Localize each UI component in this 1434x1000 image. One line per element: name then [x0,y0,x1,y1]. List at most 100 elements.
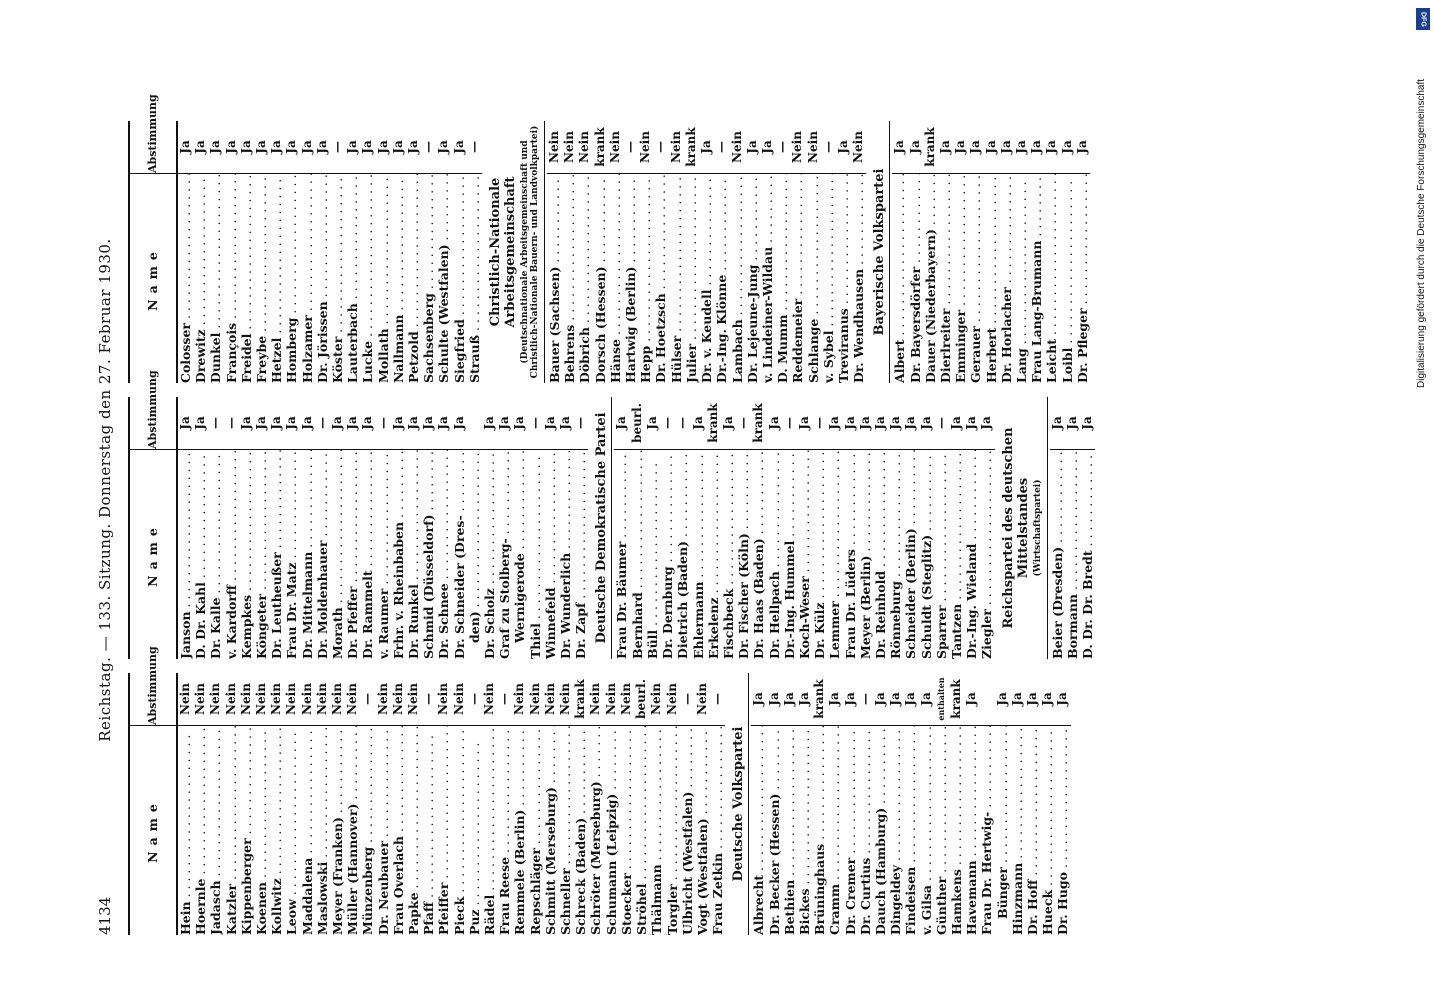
member-name: Holzamer . . . . . . . . . . . . . . . .… [299,173,315,383]
member-name: D. Dr. Kahl . . . . . . . . . . . . . . … [193,449,209,659]
member-name: Hülser . . . . . . . . . . . . . . . . .… [668,173,684,383]
member-name: Kollwitz . . . . . . . . . . . . . . . .… [269,725,285,935]
member-name: Dr. Fischer (Köln) . . . . . . . . . . .… [736,449,752,659]
member-name: Dr.-Ing. Wieland . . . . . . . . . . . .… [964,449,980,659]
vote-value: — [653,141,668,153]
vote-value: Nein [269,683,284,715]
vote-value: Nein [345,683,360,715]
table-row: Maddalena . . . . . . . . . . . . . . . … [299,673,315,935]
table-row: Dingeldey . . . . . . . . . . . . . . . … [888,673,904,935]
table-row: Dr. Curtius . . . . . . . . . . . . . . … [857,673,873,935]
member-name: Müller (Hannover) . . . . . . . . . . . … [345,725,361,935]
table-row: Schneider (Berlin) . . . . . . . . . . .… [903,397,919,659]
table-row: Dr. Pfeffer . . . . . . . . . . . . . . … [345,397,361,659]
vote-value: Ja [375,140,390,154]
member-name: Herbert . . . . . . . . . . . . . . . . … [983,173,999,383]
vote-header: Abstimmung [146,370,160,449]
vote-value: Ja [1074,140,1089,154]
table-row: Dr. Fischer (Köln) . . . . . . . . . . .… [736,397,752,659]
vote-value: Nein [178,683,192,715]
table-row: Frau Dr. Matz . . . . . . . . . . . . . … [284,397,300,659]
table-row: Schlange . . . . . . . . . . . . . . . .… [805,121,821,383]
vote-value: — [775,141,790,153]
table-row: Bünger . . . . . . . . . . . . . . . . .… [994,673,1010,935]
table-row: Rönneburg . . . . . . . . . . . . . . . … [888,397,904,659]
member-name: Frau Dr. Hertwig- . . . . . . . . . . . … [979,725,995,935]
column-1: Name Abstimmung Hein . . . . . . . . . .… [128,646,1071,935]
table-row: Lucke . . . . . . . . . . . . . . . . . … [360,121,376,383]
vote-value: Ja [918,692,933,706]
member-name: Puz . . . . . . . . . . . . . . . . . . … [466,725,483,935]
member-name: D. Dr. Dr. Bredt . . . . . . . . . . . .… [1079,449,1096,659]
page-header: 4134 Reichstag. — 133. Sitzung. Donnerst… [90,115,120,935]
table-row: D. Dr. Kahl . . . . . . . . . . . . . . … [193,397,209,659]
vote-value: Ja [835,140,850,154]
table-row: Bickes . . . . . . . . . . . . . . . . .… [796,673,813,935]
member-name: Hamkens . . . . . . . . . . . . . . . . … [948,725,965,935]
vote-value: krank [751,403,766,443]
vote-value: — [421,693,436,705]
vote-value: Nein [851,131,866,163]
table-row: Cramm . . . . . . . . . . . . . . . . . … [827,673,843,935]
table-row: Hetzel . . . . . . . . . . . . . . . . .… [269,121,285,383]
vote-value: Ja [345,140,360,154]
member-name: Dr. Külz . . . . . . . . . . . . . . . .… [812,449,828,659]
member-name: Hein . . . . . . . . . . . . . . . . . .… [178,725,194,935]
member-name: Schneider (Berlin) . . . . . . . . . . .… [903,449,919,659]
member-name: v. Raumer . . . . . . . . . . . . . . . … [375,449,391,659]
member-name: Dr. Neubauer . . . . . . . . . . . . . .… [375,725,391,935]
member-name: Dr. Hoff . . . . . . . . . . . . . . . .… [1024,725,1041,935]
member-name: Winnefeld . . . . . . . . . . . . . . . … [542,449,559,659]
member-name: Dr. Hoetzsch . . . . . . . . . . . . . .… [653,173,669,383]
vote-value [467,397,482,449]
vote-value: Nein [299,683,314,715]
member-name: Dr. Mittelmann . . . . . . . . . . . . .… [299,449,315,659]
vote-value: Nein [254,683,269,715]
table-row: Dr. Leutheußer . . . . . . . . . . . . .… [269,397,285,659]
table-row: Hartwig (Berlin) . . . . . . . . . . . .… [623,121,639,383]
name-header: Name [130,725,176,935]
table-row: François . . . . . . . . . . . . . . . .… [223,121,239,383]
table-row: Dr. Lejeune-Jung . . . . . . . . . . . .… [744,121,760,383]
table-row: Pfeiffer . . . . . . . . . . . . . . . .… [436,673,452,935]
vote-value: Ja [193,140,208,154]
table-row: Dr. Horlacher . . . . . . . . . . . . . … [998,121,1014,383]
vote-value: — [857,693,872,705]
member-name: Pfaff . . . . . . . . . . . . . . . . . … [421,725,437,935]
member-name: Dr. Pfleger . . . . . . . . . . . . . . … [1074,173,1090,383]
table-row: v. Lindeiner-Wildau . . . . . . . . . . … [759,121,776,383]
vote-value: Ja [964,416,979,430]
vote-value: Nein [694,683,709,715]
dfg-credit-text: Digitalisierung gefördert durch die Deut… [1416,78,1427,388]
member-name: Dietrich (Baden) . . . . . . . . . . . .… [675,449,691,659]
vote-value: Nein [482,683,497,715]
table-row: Tantzen . . . . . . . . . . . . . . . . … [948,397,965,659]
member-name: Schmid (Düsseldorf) . . . . . . . . . . … [421,449,437,659]
table-row: Leow . . . . . . . . . . . . . . . . . .… [284,673,300,935]
vote-value: Ja [314,140,329,154]
vote-value: Ja [759,140,774,154]
table-row: Janson . . . . . . . . . . . . . . . . .… [178,397,194,659]
table-row: Hepp . . . . . . . . . . . . . . . . . .… [638,121,654,383]
vote-value: Nein [314,683,329,715]
vote-value: Ja [497,416,512,430]
member-name: Sachsenberg . . . . . . . . . . . . . . … [421,173,437,383]
table-row: Dr. Schneider (Dres- . . . . . . . . . .… [451,397,467,659]
table-row: Dr. Külz . . . . . . . . . . . . . . . .… [812,397,828,659]
table-row: Dietrich (Baden) . . . . . . . . . . . .… [675,397,691,659]
member-name: Petzold . . . . . . . . . . . . . . . . … [406,173,422,383]
table-row: Schreck (Baden) . . . . . . . . . . . . … [573,673,589,935]
vote-value: Ja [842,692,857,706]
vote-value: Ja [1040,692,1055,706]
table-row: Dr. Zapf . . . . . . . . . . . . . . . .… [573,397,589,659]
party-heading: Deutsche Demokratische Partei [594,412,610,644]
vote-value: — [623,141,638,153]
vote-value: Nein [562,131,577,163]
table-row: Dauer (Niederbayern) . . . . . . . . . .… [922,121,938,383]
member-name: Meyer (Franken) . . . . . . . . . . . . … [330,725,346,935]
member-name: Kippenberger . . . . . . . . . . . . . .… [238,725,255,935]
member-name: Dr.-Ing. Klönne . . . . . . . . . . . . … [714,173,730,383]
table-row: Thälmann . . . . . . . . . . . . . . . .… [649,673,665,935]
table-row: Dr. Pfleger . . . . . . . . . . . . . . … [1074,121,1090,383]
table-row: Dr. Schnee . . . . . . . . . . . . . . .… [436,397,452,659]
